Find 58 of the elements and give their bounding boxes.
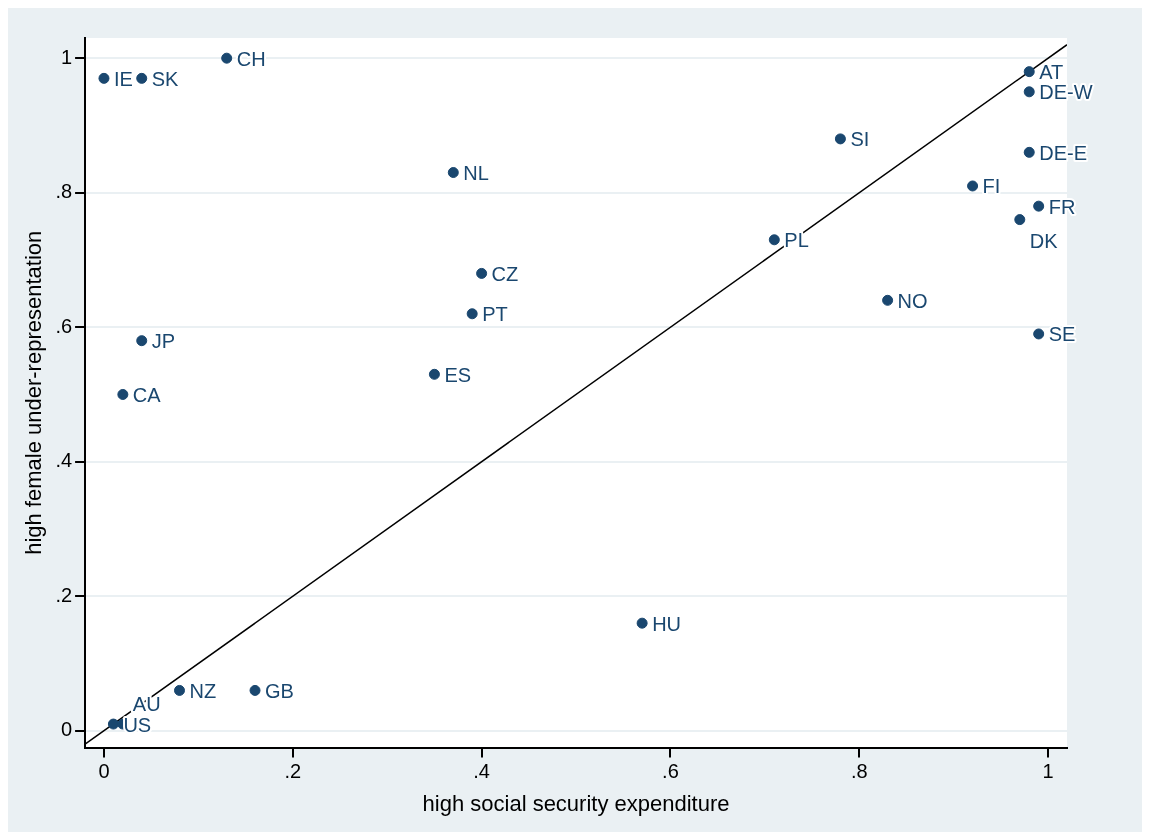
x-tick-label: .2 xyxy=(284,760,302,783)
annotation: JP xyxy=(151,330,176,353)
annotation: DE-E xyxy=(1039,141,1088,164)
annotation: IE xyxy=(113,67,133,90)
point xyxy=(1033,328,1045,340)
x-tick-label: .6 xyxy=(662,760,679,783)
point xyxy=(1033,200,1045,212)
y-tick-label: .6 xyxy=(55,314,73,337)
y-tick-label: .8 xyxy=(55,180,73,203)
annotation: HU xyxy=(652,612,682,635)
point xyxy=(98,72,110,84)
point xyxy=(1023,66,1035,78)
x-tick-label: 0 xyxy=(98,760,110,783)
point xyxy=(174,684,185,696)
point xyxy=(107,718,119,730)
point xyxy=(1023,86,1035,98)
annotation: CH xyxy=(236,47,266,70)
annotation: GB xyxy=(265,679,294,702)
x-tick-label: 1 xyxy=(1042,760,1054,783)
x-axis-title: high social security expenditure xyxy=(422,790,730,816)
point xyxy=(768,234,780,246)
annotation: ES xyxy=(444,363,472,386)
annotation: FI xyxy=(982,175,1001,198)
annotation: DK xyxy=(1029,230,1059,253)
point xyxy=(1023,146,1035,158)
point xyxy=(136,72,148,84)
y-tick-label: 1 xyxy=(60,45,73,68)
point xyxy=(834,133,846,145)
point xyxy=(1014,214,1026,226)
annotation: CA xyxy=(132,384,162,406)
annotation: SK xyxy=(151,67,180,90)
y-tick-label: .2 xyxy=(55,583,73,606)
x-tick-label: .8 xyxy=(850,760,868,783)
point xyxy=(221,52,233,64)
point xyxy=(136,335,148,347)
point xyxy=(466,308,478,320)
annotation: FR xyxy=(1048,195,1076,218)
annotation: SE xyxy=(1048,323,1076,346)
y-tick-label: 0 xyxy=(60,718,73,741)
annotation: CZ xyxy=(491,262,519,285)
annotation: DE-W xyxy=(1039,81,1093,104)
y-tick-label: .4 xyxy=(55,449,73,472)
annotation: NZ xyxy=(189,679,217,702)
annotation: SI xyxy=(850,128,870,151)
point xyxy=(967,180,979,192)
annotation: NO xyxy=(897,289,928,312)
x-tick-label: .4 xyxy=(473,760,490,783)
point xyxy=(476,267,488,279)
point xyxy=(882,294,894,306)
y-axis-title: high female under-representation xyxy=(21,230,47,555)
point xyxy=(447,167,459,179)
point xyxy=(636,617,648,629)
annotation: PT xyxy=(482,303,508,326)
point xyxy=(249,684,261,696)
point xyxy=(428,368,440,380)
annotation: NL xyxy=(463,162,489,185)
annotation: AT xyxy=(1039,61,1064,84)
point xyxy=(117,388,129,400)
